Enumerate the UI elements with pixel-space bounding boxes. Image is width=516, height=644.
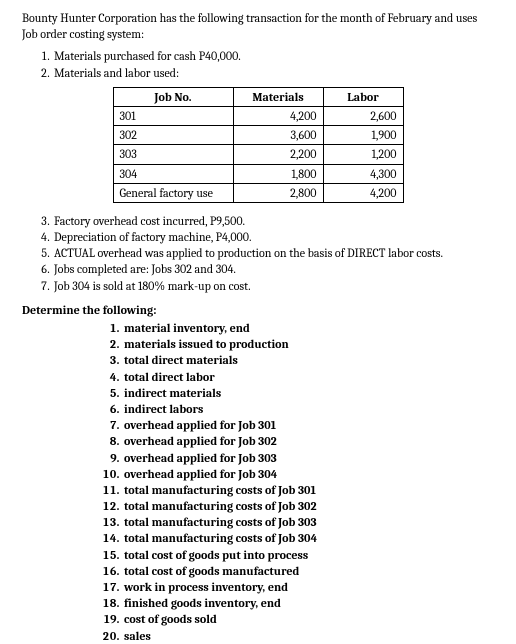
- list-item: Job 304 is sold at 180% mark-up on cost.: [52, 278, 494, 294]
- determine-heading: Determine the following:: [22, 302, 494, 318]
- cell-labor: 2,600: [323, 106, 403, 125]
- list-item: overhead applied for Job 301: [122, 417, 494, 433]
- list-item: material inventory, end: [122, 320, 494, 336]
- list-item: total manufacturing costs of Job 303: [122, 514, 494, 530]
- cell-labor: 4,300: [323, 164, 403, 183]
- cell-materials: 4,200: [233, 106, 323, 125]
- list-item: overhead applied for Job 304: [122, 466, 494, 482]
- cell-job: 303: [113, 145, 233, 164]
- header-materials: Materials: [233, 87, 323, 106]
- list-item: total manufacturing costs of Job 301: [122, 482, 494, 498]
- list-item: indirect labors: [122, 401, 494, 417]
- document-page: Bounty Hunter Corporation has the follow…: [0, 0, 516, 614]
- table-row: General factory use 2,800 4,200: [113, 183, 403, 202]
- table-row: 303 2,200 1,200: [113, 145, 403, 164]
- cell-labor: 4,200: [323, 183, 403, 202]
- list-item: total direct labor: [122, 369, 494, 385]
- list-item: Depreciation of factory machine, P4,000.: [52, 229, 494, 245]
- list-item: total manufacturing costs of Job 302: [122, 498, 494, 514]
- header-labor: Labor: [323, 87, 403, 106]
- list-item: Materials and labor used:: [52, 65, 494, 81]
- jobs-table: Job No. Materials Labor 301 4,200 2,600 …: [113, 87, 404, 203]
- table-container: Job No. Materials Labor 301 4,200 2,600 …: [22, 87, 494, 203]
- list-item: ACTUAL overhead was applied to productio…: [52, 245, 494, 261]
- list-item: work in process inventory, end: [122, 579, 494, 595]
- cell-materials: 3,600: [233, 126, 323, 145]
- cell-materials: 2,200: [233, 145, 323, 164]
- cell-job: 304: [113, 164, 233, 183]
- list-item: finished goods inventory, end: [122, 595, 494, 611]
- cell-labor: 1,900: [323, 126, 403, 145]
- list-item: Jobs completed are: Jobs 302 and 304.: [52, 261, 494, 277]
- intro-paragraph: Bounty Hunter Corporation has the follow…: [22, 10, 494, 42]
- list-item: total manufacturing costs of Job 304: [122, 530, 494, 546]
- table-header-row: Job No. Materials Labor: [113, 87, 403, 106]
- list-item: total cost of goods put into process: [122, 547, 494, 563]
- cell-job: 301: [113, 106, 233, 125]
- cell-labor: 1,200: [323, 145, 403, 164]
- cell-materials: 2,800: [233, 183, 323, 202]
- determine-list: material inventory, end materials issued…: [22, 320, 494, 644]
- list-item: overhead applied for Job 302: [122, 433, 494, 449]
- table-row: 302 3,600 1,900: [113, 126, 403, 145]
- table-row: 301 4,200 2,600: [113, 106, 403, 125]
- cell-job: General factory use: [113, 183, 233, 202]
- list-item: indirect materials: [122, 385, 494, 401]
- list-item: sales: [122, 628, 494, 644]
- cell-job: 302: [113, 126, 233, 145]
- table-row: 304 1,800 4,300: [113, 164, 403, 183]
- transactions-list-part1: Materials purchased for cash P40,000. Ma…: [22, 48, 494, 80]
- list-item: Materials purchased for cash P40,000.: [52, 48, 494, 64]
- transactions-list-part2: Factory overhead cost incurred, P9,500. …: [22, 213, 494, 294]
- list-item: Factory overhead cost incurred, P9,500.: [52, 213, 494, 229]
- header-job: Job No.: [113, 87, 233, 106]
- list-item: total direct materials: [122, 352, 494, 368]
- list-item: overhead applied for Job 303: [122, 450, 494, 466]
- list-item: total cost of goods manufactured: [122, 563, 494, 579]
- list-item: materials issued to production: [122, 336, 494, 352]
- cell-materials: 1,800: [233, 164, 323, 183]
